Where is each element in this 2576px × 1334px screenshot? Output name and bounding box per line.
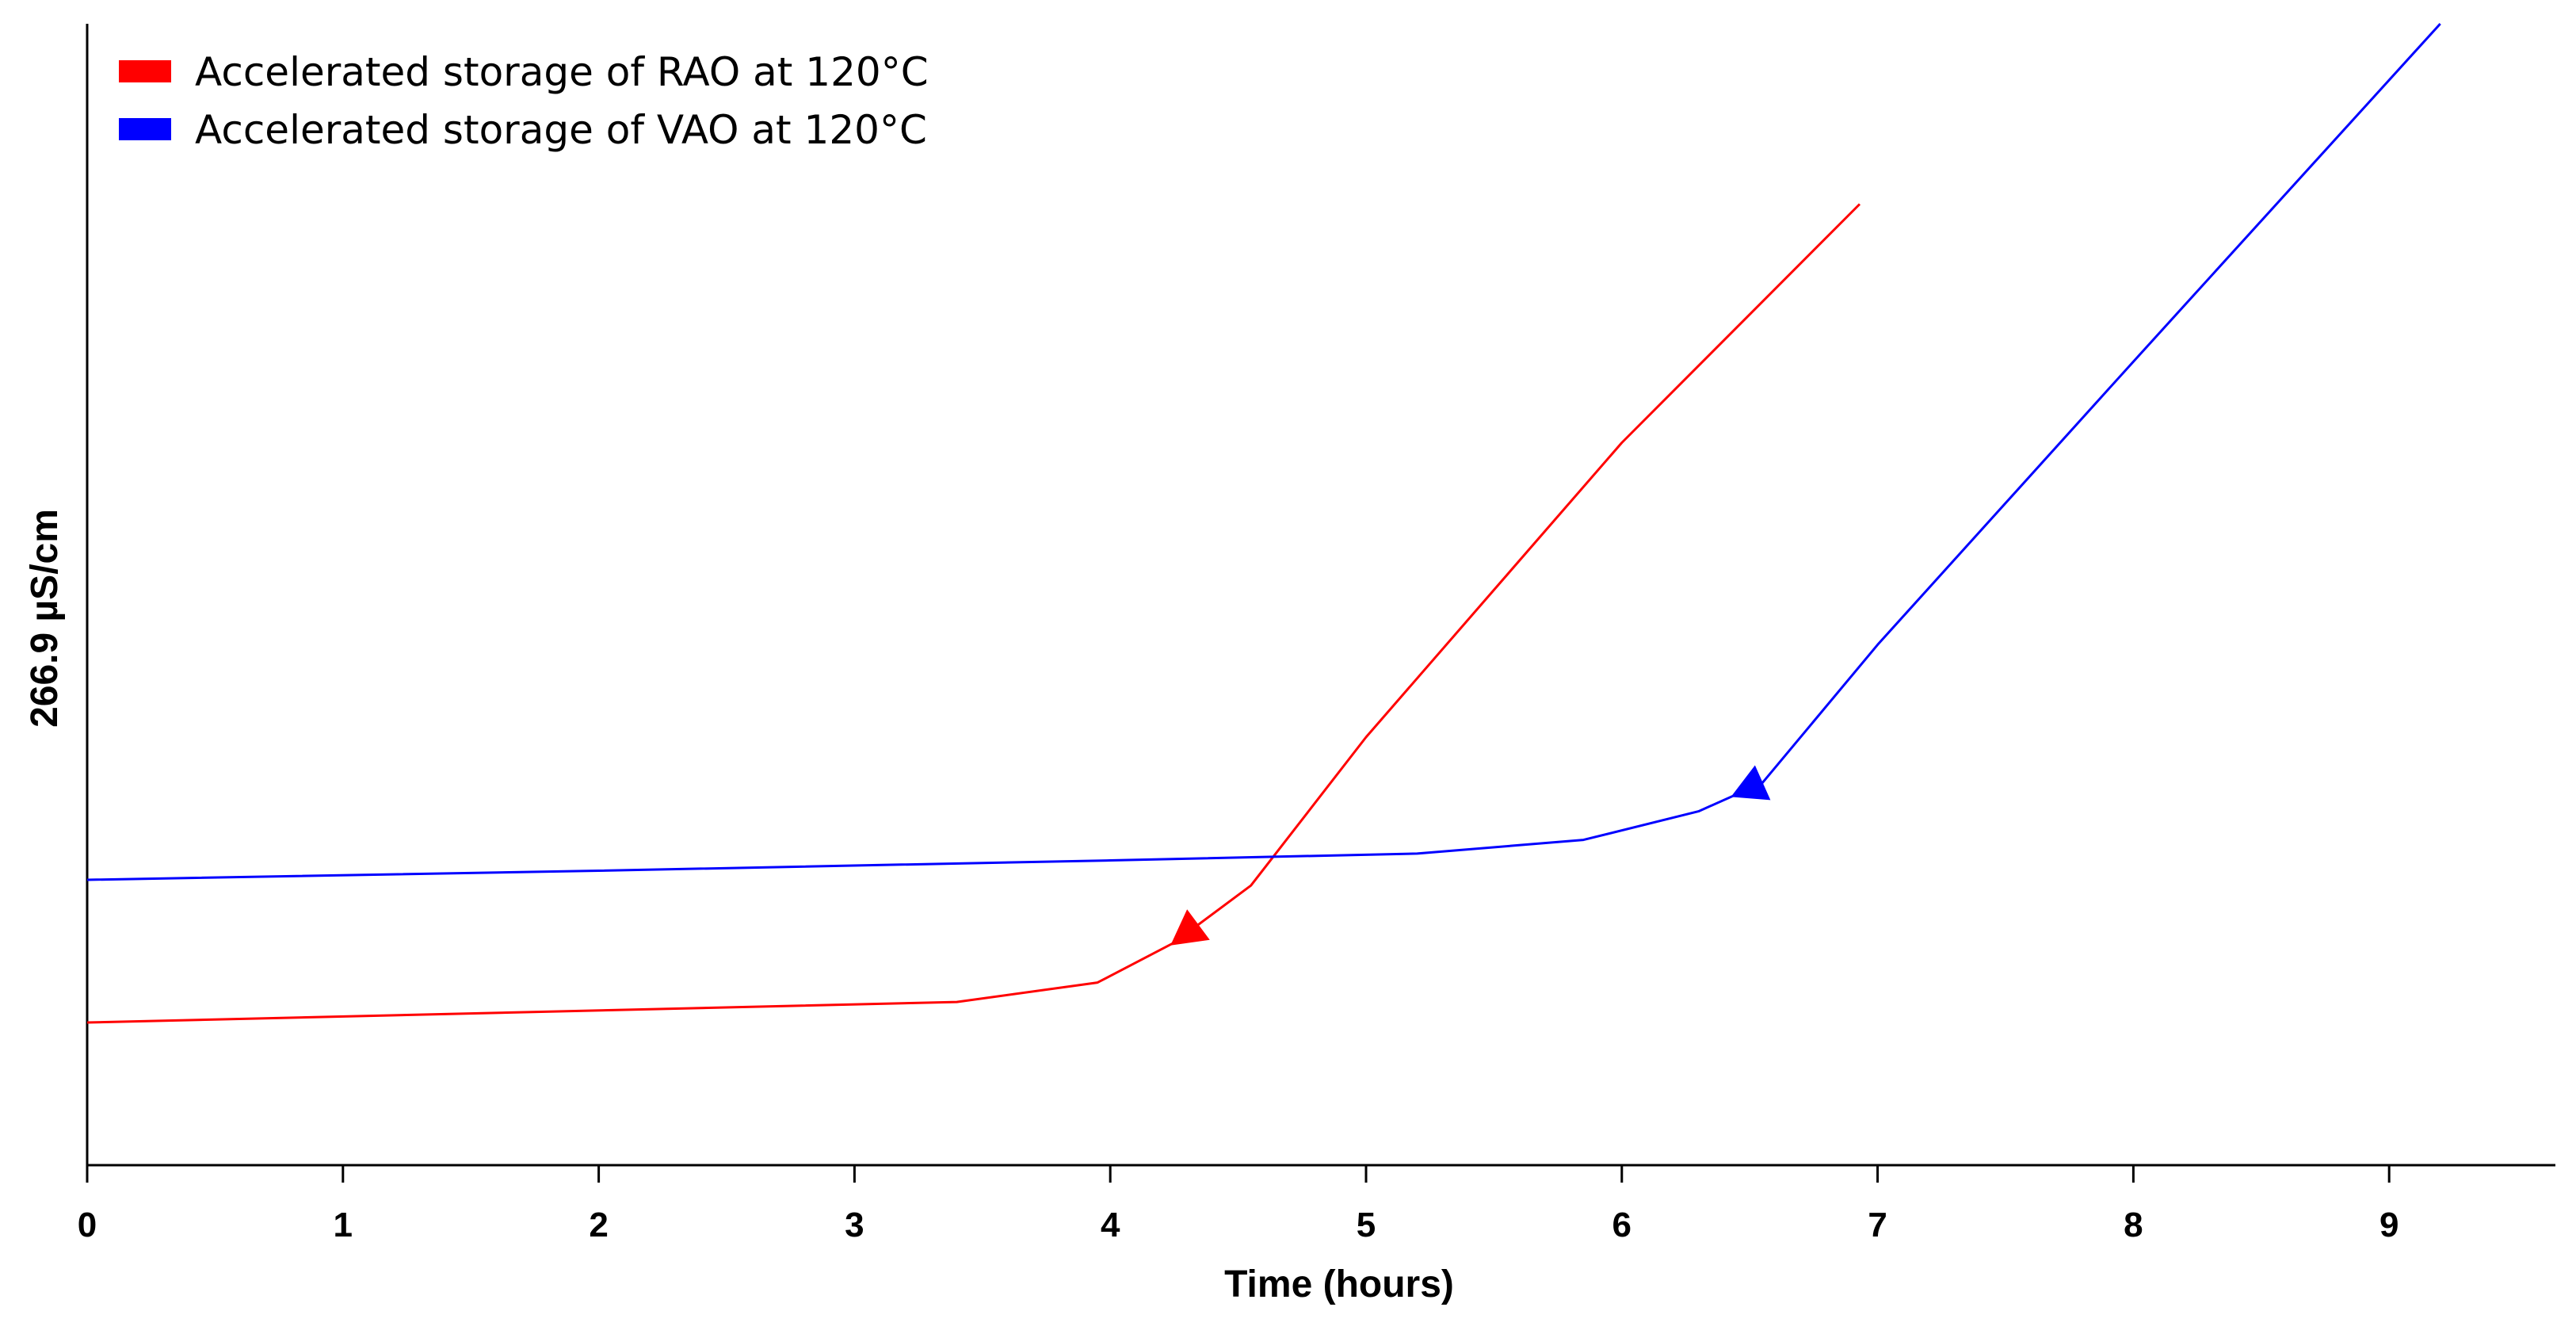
x-tick-label: 8 xyxy=(2124,1206,2143,1244)
x-ticks: 0 1 2 3 4 5 6 7 8 9 xyxy=(78,1165,2399,1244)
x-tick-label: 5 xyxy=(1357,1206,1376,1244)
x-tick-label: 2 xyxy=(589,1206,608,1244)
legend: Accelerated storage of RAO at 120°C Acce… xyxy=(119,49,929,153)
x-tick-label: 0 xyxy=(78,1206,97,1244)
legend-swatch-rao xyxy=(119,60,171,82)
legend-label-rao: Accelerated storage of RAO at 120°C xyxy=(195,49,929,95)
series-marker-rao xyxy=(1170,909,1210,946)
x-tick-label: 9 xyxy=(2379,1206,2399,1244)
series-line-rao xyxy=(86,203,1861,1024)
axes xyxy=(86,24,2555,1167)
y-axis-title: 266.9 µS/cm xyxy=(24,509,66,728)
series-marker-vao xyxy=(1731,765,1771,801)
x-tick-label: 7 xyxy=(1868,1206,1887,1244)
x-tick-label: 6 xyxy=(1612,1206,1631,1244)
series-line-vao xyxy=(86,22,2441,881)
x-axis-title: Time (hours) xyxy=(1224,1263,1454,1305)
x-tick-label: 3 xyxy=(845,1206,864,1244)
legend-label-vao: Accelerated storage of VAO at 120°C xyxy=(195,107,927,153)
series-layer xyxy=(86,22,2441,1024)
x-tick-label: 4 xyxy=(1101,1206,1120,1244)
x-tick-label: 1 xyxy=(334,1206,353,1244)
legend-swatch-vao xyxy=(119,118,171,140)
